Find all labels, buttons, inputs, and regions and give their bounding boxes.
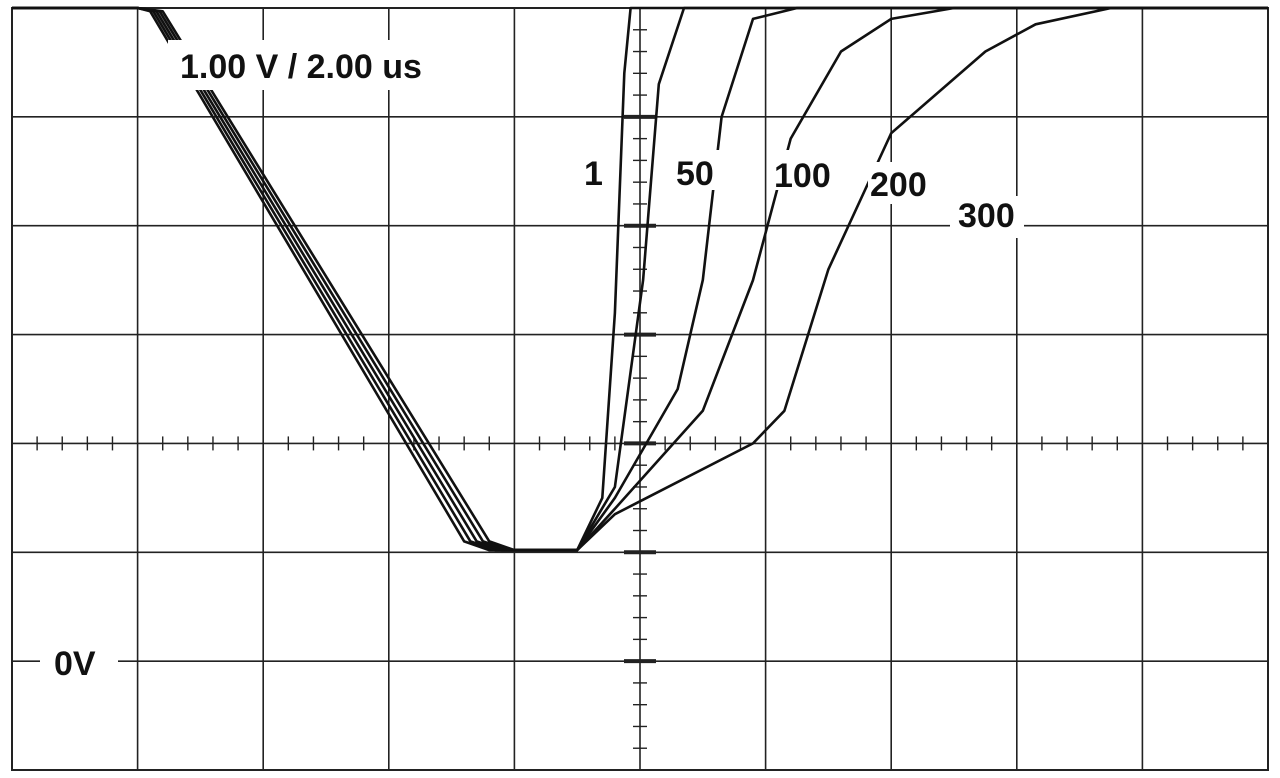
scale-text-backdrop bbox=[168, 40, 468, 90]
curve-label-1: 1 bbox=[584, 155, 603, 193]
curve-label-backdrop-200 bbox=[868, 162, 934, 204]
trace-200 bbox=[12, 6, 1268, 552]
curve-label-100: 100 bbox=[774, 157, 831, 195]
labels: 1.00 V / 2.00 us 0V 1 50 100 200 300 bbox=[40, 40, 1024, 686]
traces bbox=[12, 6, 1268, 552]
minor-ticks bbox=[36, 29, 1244, 749]
scale-text: 1.00 V / 2.00 us bbox=[180, 48, 422, 86]
curve-label-backdrop-300 bbox=[950, 196, 1024, 238]
ground-label-backdrop bbox=[40, 640, 118, 686]
curve-label-backdrop-100 bbox=[772, 150, 836, 190]
curve-label-200: 200 bbox=[870, 166, 927, 204]
curve-label-backdrop-1 bbox=[580, 150, 608, 190]
trace-300 bbox=[12, 6, 1268, 552]
ground-label: 0V bbox=[54, 645, 96, 683]
curve-label-backdrop-50 bbox=[674, 150, 720, 190]
curve-label-50: 50 bbox=[676, 155, 714, 193]
curve-label-300: 300 bbox=[958, 197, 1015, 235]
